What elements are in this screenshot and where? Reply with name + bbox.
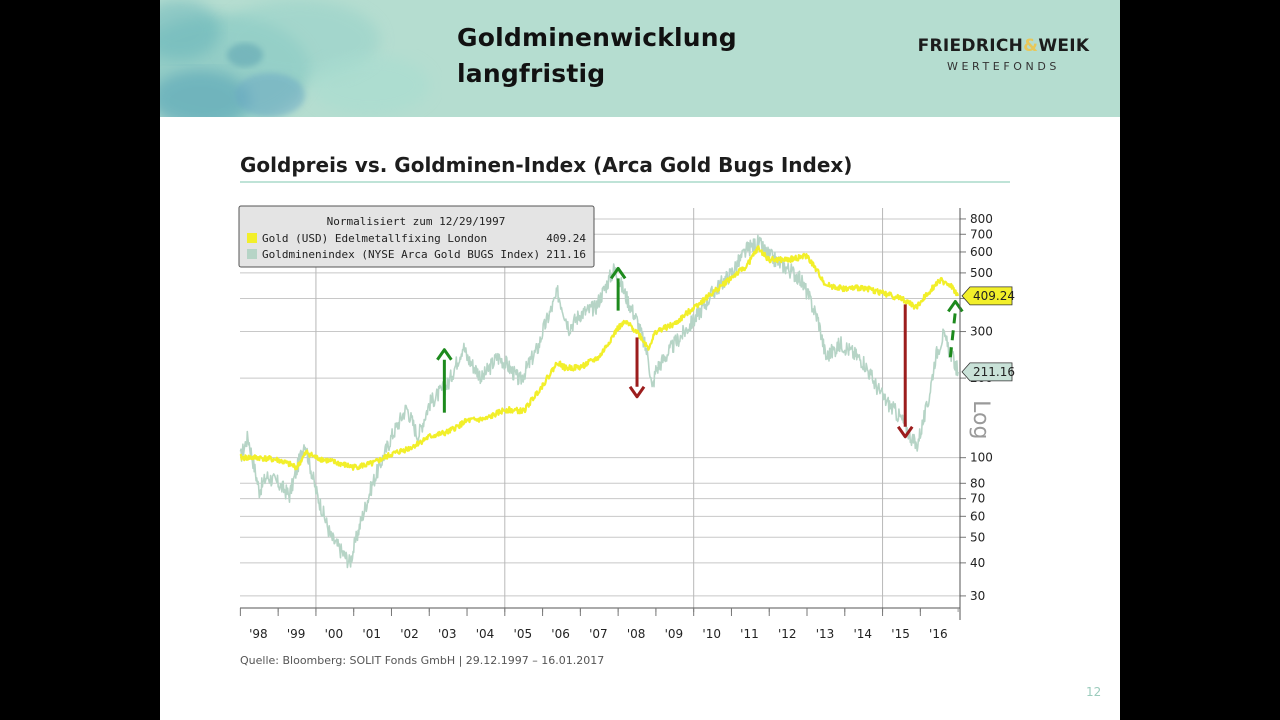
y-tick-label: 80 <box>970 476 985 490</box>
end-value-tag: 211.16 <box>961 362 1015 382</box>
end-value-tag-text: 409.24 <box>973 289 1015 303</box>
legend-series-value: 211.16 <box>546 248 586 261</box>
arrow-head <box>628 385 646 399</box>
series-goldminenindex <box>239 234 959 569</box>
annotation-arrow-down <box>628 337 646 399</box>
x-tick-label: '04 <box>476 627 495 641</box>
x-tick-label: '16 <box>929 627 948 641</box>
brand-logo: FRIEDRICH&WEIK WERTEFONDS <box>916 36 1091 73</box>
end-value-tag-shape <box>961 362 1013 382</box>
x-tick-label: '10 <box>702 627 721 641</box>
page-number: 12 <box>1086 685 1102 699</box>
x-tick-label: '12 <box>778 627 797 641</box>
y-tick-label: 50 <box>970 530 985 544</box>
legend-swatch <box>247 233 257 243</box>
x-tick-label: '99 <box>287 627 306 641</box>
legend-series-name: Goldminenindex (NYSE Arca Gold BUGS Inde… <box>262 248 540 261</box>
log-scale-label: Log <box>968 400 993 439</box>
brand-ampersand: & <box>1023 36 1039 56</box>
x-tick-label: '98 <box>249 627 268 641</box>
x-tick-label: '15 <box>891 627 910 641</box>
end-value-tag-text: 211.16 <box>973 365 1015 379</box>
arrow-shaft <box>948 311 957 358</box>
series-gold <box>239 245 960 471</box>
chart: 304050607080100200300400500600700800'98'… <box>238 205 1015 641</box>
x-tick-label: '13 <box>816 627 835 641</box>
x-tick-label: '00 <box>325 627 344 641</box>
chart-heading: Goldpreis vs. Goldminen-Index (Arca Gold… <box>240 153 853 177</box>
legend: Normalisiert zum 12/29/1997 Gold (USD) Ed… <box>238 205 595 268</box>
y-tick-label: 600 <box>970 245 993 259</box>
end-value-tag: 409.24 <box>961 286 1015 306</box>
annotation-arrow-up <box>436 348 453 413</box>
x-tick-label: '06 <box>551 627 570 641</box>
x-tick-label: '05 <box>514 627 533 641</box>
y-tick-label: 700 <box>970 227 993 241</box>
watercolor-decoration <box>160 0 430 117</box>
y-tick-label: 60 <box>970 509 985 523</box>
axes: 304050607080100200300400500600700800'98'… <box>239 208 1015 641</box>
y-tick-label: 500 <box>970 266 993 280</box>
header-band: Goldminenwicklung langfristig FRIEDRICH&… <box>160 0 1120 117</box>
x-tick-label: '03 <box>438 627 457 641</box>
legend-series-value: 409.24 <box>546 232 586 245</box>
x-tick-label: '02 <box>400 627 419 641</box>
brand-subtitle: WERTEFONDS <box>946 60 1060 73</box>
x-tick-label: '11 <box>740 627 759 641</box>
annotation-arrow-down <box>896 304 914 439</box>
slide-title: Goldminenwicklung langfristig <box>457 23 737 88</box>
grid <box>240 208 960 608</box>
heading-divider <box>240 181 1010 183</box>
brand-name-part2: WEIK <box>1038 36 1090 56</box>
y-tick-label: 40 <box>970 556 985 570</box>
source-note: Quelle: Bloomberg: SOLIT Fonds GmbH | 29… <box>240 654 605 667</box>
legend-box <box>238 205 595 268</box>
x-tick-label: '08 <box>627 627 646 641</box>
x-tick-label: '01 <box>362 627 381 641</box>
arrow-head <box>436 348 453 361</box>
annotation-arrows <box>436 266 964 439</box>
brand-name: FRIEDRICH&WEIK <box>916 36 1091 56</box>
legend-swatch <box>247 249 257 259</box>
y-tick-label: 70 <box>970 492 985 506</box>
arrow-head <box>609 266 627 280</box>
annotation-arrow-up <box>609 266 627 311</box>
y-tick-label: 30 <box>970 589 985 603</box>
end-value-tag-shape <box>961 286 1013 306</box>
y-tick-label: 100 <box>970 451 993 465</box>
y-tick-label: 300 <box>970 325 993 339</box>
arrow-head <box>896 425 914 439</box>
brand-name-part1: FRIEDRICH <box>917 36 1024 56</box>
slide: Goldminenwicklung langfristig FRIEDRICH&… <box>160 0 1120 720</box>
legend-title: Normalisiert zum 12/29/1997 <box>327 215 506 228</box>
series-line-gold <box>239 245 960 471</box>
x-tick-label: '07 <box>589 627 608 641</box>
x-tick-label: '09 <box>665 627 684 641</box>
x-tick-label: '14 <box>853 627 872 641</box>
legend-series-name: Gold (USD) Edelmetallfixing London <box>262 232 487 245</box>
series-line-goldminenindex <box>239 234 959 569</box>
y-tick-label: 800 <box>970 212 993 226</box>
